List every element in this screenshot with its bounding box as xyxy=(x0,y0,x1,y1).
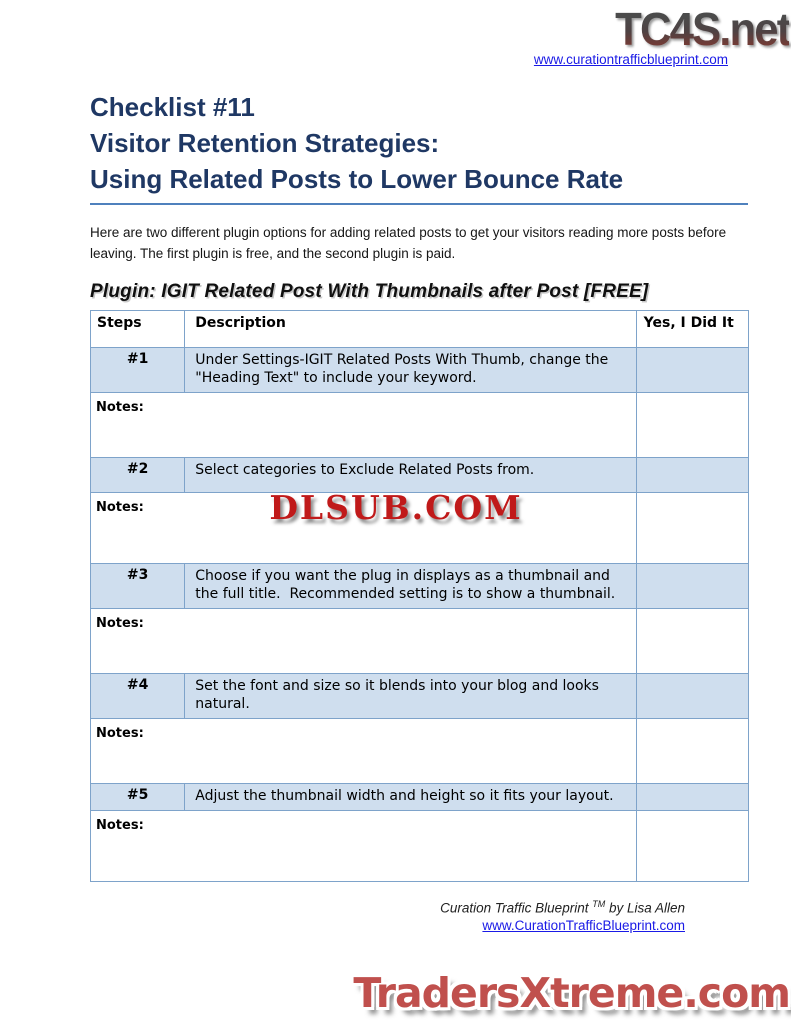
did-it-cell[interactable] xyxy=(635,673,750,719)
notes-cell[interactable]: Notes: xyxy=(90,718,637,784)
step-number: #3 xyxy=(89,563,186,609)
document-content: Checklist #11 Visitor Retention Strategi… xyxy=(89,89,750,933)
intro-paragraph: Here are two different plugin options fo… xyxy=(90,225,727,261)
did-it-notes-cell[interactable] xyxy=(635,608,750,674)
page-header: TC4S.net www.curationtrafficblueprint.co… xyxy=(0,0,791,67)
did-it-notes-cell[interactable] xyxy=(635,810,750,882)
title-divider xyxy=(90,203,748,205)
table-row-step-1: #1 Under Settings-IGIT Related Posts Wit… xyxy=(89,347,750,393)
did-it-cell[interactable] xyxy=(635,347,750,393)
notes-cell[interactable]: Notes: xyxy=(90,492,637,564)
column-header-steps: Steps xyxy=(89,310,186,348)
column-header-yes-i-did-it: Yes, I Did It xyxy=(635,310,750,348)
step-description: Under Settings-IGIT Related Posts With T… xyxy=(184,347,637,393)
dlsub-watermark: DLSUB.COM xyxy=(268,487,523,528)
did-it-notes-cell[interactable] xyxy=(635,392,750,458)
notes-cell[interactable]: Notes: xyxy=(90,810,637,882)
step-number: #5 xyxy=(89,783,186,811)
column-header-description: Description xyxy=(184,310,637,348)
title-line-2: Visitor Retention Strategies: xyxy=(90,128,440,158)
step-number: #2 xyxy=(89,457,186,493)
page-title: Checklist #11 Visitor Retention Strategi… xyxy=(90,89,748,197)
did-it-cell[interactable] xyxy=(635,563,750,609)
notes-row-step-4: Notes: xyxy=(90,718,750,784)
tradersxtreme-watermark: TradersXtreme.com xyxy=(353,968,791,1017)
notes-label: Notes: xyxy=(96,726,144,741)
notes-cell[interactable]: Notes: xyxy=(90,392,637,458)
notes-label: Notes: xyxy=(96,616,144,631)
notes-label: Notes: xyxy=(96,400,144,415)
notes-row-step-2: Notes: xyxy=(90,492,750,564)
table-row-step-3: #3 Choose if you want the plug in displa… xyxy=(89,563,750,609)
title-line-1: Checklist #11 xyxy=(90,92,255,122)
plugin-section-heading: Plugin: IGIT Related Post With Thumbnail… xyxy=(90,281,649,302)
did-it-cell[interactable] xyxy=(635,457,750,493)
notes-row-step-5: Notes: xyxy=(90,810,750,882)
notes-row-step-3: Notes: xyxy=(90,608,750,674)
checklist-table: Steps Description Yes, I Did It #1 Under… xyxy=(89,310,750,882)
curation-traffic-footer-link[interactable]: www.CurationTrafficBlueprint.com xyxy=(482,917,685,933)
table-row-step-4: #4 Set the font and size so it blends in… xyxy=(89,673,750,719)
footer-credit: Curation Traffic Blueprint TM by Lisa Al… xyxy=(90,899,685,916)
notes-label: Notes: xyxy=(96,818,144,833)
notes-label: Notes: xyxy=(96,500,144,515)
credit-prefix: Curation Traffic Blueprint xyxy=(440,900,593,916)
step-number: #1 xyxy=(89,347,186,393)
table-header-row: Steps Description Yes, I Did It xyxy=(89,310,750,348)
title-line-3: Using Related Posts to Lower Bounce Rate xyxy=(90,164,624,194)
did-it-notes-cell[interactable] xyxy=(635,718,750,784)
notes-row-step-1: Notes: xyxy=(90,392,750,458)
notes-cell[interactable]: Notes: xyxy=(90,608,637,674)
table-row-step-5: #5 Adjust the thumbnail width and height… xyxy=(89,783,750,811)
tc4s-logo: TC4S.net xyxy=(614,3,791,55)
credit-suffix: by Lisa Allen xyxy=(605,900,685,916)
did-it-cell[interactable] xyxy=(635,783,750,811)
page-footer: Curation Traffic Blueprint TM by Lisa Al… xyxy=(90,899,748,933)
step-description: Adjust the thumbnail width and height so… xyxy=(184,783,637,811)
step-number: #4 xyxy=(89,673,186,719)
curation-traffic-header-link[interactable]: www.curationtrafficblueprint.com xyxy=(533,52,728,67)
trademark-symbol: TM xyxy=(592,899,606,909)
step-description: Choose if you want the plug in displays … xyxy=(184,563,637,609)
step-description: Set the font and size so it blends into … xyxy=(184,673,637,719)
did-it-notes-cell[interactable] xyxy=(635,492,750,564)
